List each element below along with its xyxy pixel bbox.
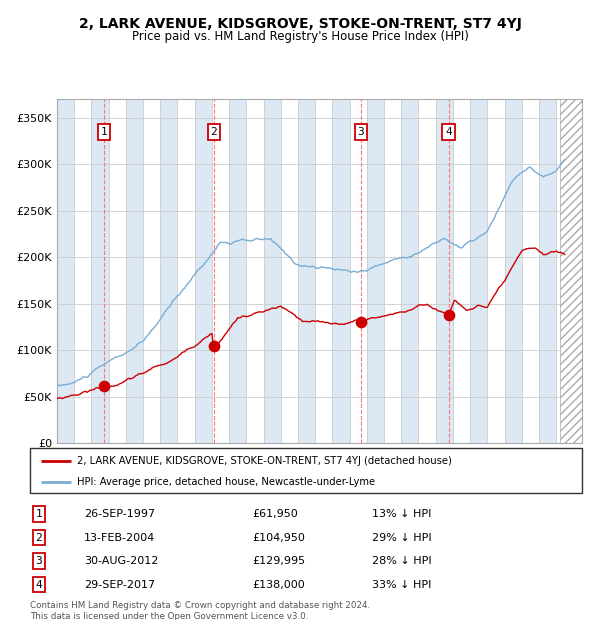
Bar [505, 99, 522, 443]
Bar [57, 99, 74, 443]
Text: 1: 1 [35, 509, 43, 519]
Text: 28% ↓ HPI: 28% ↓ HPI [372, 556, 431, 566]
Text: 2, LARK AVENUE, KIDSGROVE, STOKE-ON-TRENT, ST7 4YJ: 2, LARK AVENUE, KIDSGROVE, STOKE-ON-TREN… [79, 17, 521, 32]
Bar [574, 99, 582, 443]
Text: 2: 2 [35, 533, 43, 542]
Text: 13-FEB-2004: 13-FEB-2004 [84, 533, 155, 542]
Text: 13% ↓ HPI: 13% ↓ HPI [372, 509, 431, 519]
Text: 3: 3 [358, 127, 364, 137]
Text: 29% ↓ HPI: 29% ↓ HPI [372, 533, 431, 542]
Bar [560, 99, 582, 443]
Point [99, 381, 109, 391]
Bar [126, 99, 143, 443]
Bar [367, 99, 384, 443]
Text: 3: 3 [35, 556, 43, 566]
Text: 4: 4 [445, 127, 452, 137]
Point [209, 341, 219, 351]
Bar [332, 99, 350, 443]
Text: 2, LARK AVENUE, KIDSGROVE, STOKE-ON-TRENT, ST7 4YJ (detached house): 2, LARK AVENUE, KIDSGROVE, STOKE-ON-TREN… [77, 456, 452, 466]
Bar [298, 99, 315, 443]
Text: 29-SEP-2017: 29-SEP-2017 [84, 580, 155, 590]
Text: £129,995: £129,995 [252, 556, 305, 566]
Point [356, 317, 366, 327]
Bar [401, 99, 418, 443]
Text: £138,000: £138,000 [252, 580, 305, 590]
Bar [160, 99, 178, 443]
Text: 33% ↓ HPI: 33% ↓ HPI [372, 580, 431, 590]
Bar [91, 99, 109, 443]
Text: £61,950: £61,950 [252, 509, 298, 519]
Text: Price paid vs. HM Land Registry's House Price Index (HPI): Price paid vs. HM Land Registry's House … [131, 30, 469, 43]
Bar [263, 99, 281, 443]
Bar [195, 99, 212, 443]
Text: 30-AUG-2012: 30-AUG-2012 [84, 556, 158, 566]
Bar [470, 99, 487, 443]
Text: £104,950: £104,950 [252, 533, 305, 542]
Bar [539, 99, 556, 443]
Bar [229, 99, 247, 443]
Text: 1: 1 [101, 127, 107, 137]
Text: 4: 4 [35, 580, 43, 590]
Text: Contains HM Land Registry data © Crown copyright and database right 2024.
This d: Contains HM Land Registry data © Crown c… [30, 601, 370, 620]
Text: HPI: Average price, detached house, Newcastle-under-Lyme: HPI: Average price, detached house, Newc… [77, 477, 375, 487]
Point [444, 310, 454, 320]
Bar [436, 99, 453, 443]
Text: 2: 2 [211, 127, 217, 137]
Text: 26-SEP-1997: 26-SEP-1997 [84, 509, 155, 519]
